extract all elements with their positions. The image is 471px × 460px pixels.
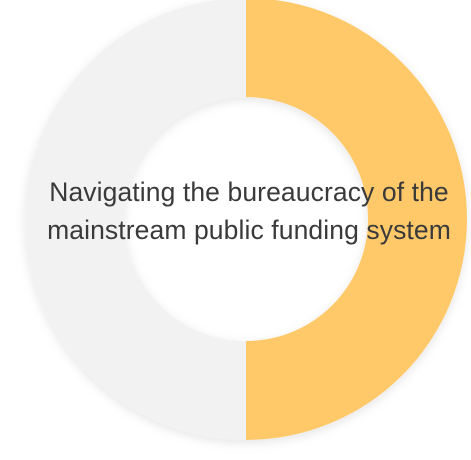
overlay-text-line-2: mainstream public funding system — [47, 215, 451, 245]
overlay-text-line-1: Navigating the bureaucracy of the — [49, 177, 449, 207]
donut-slice-1 — [246, 0, 467, 440]
donut-slice-2 — [25, 0, 246, 440]
